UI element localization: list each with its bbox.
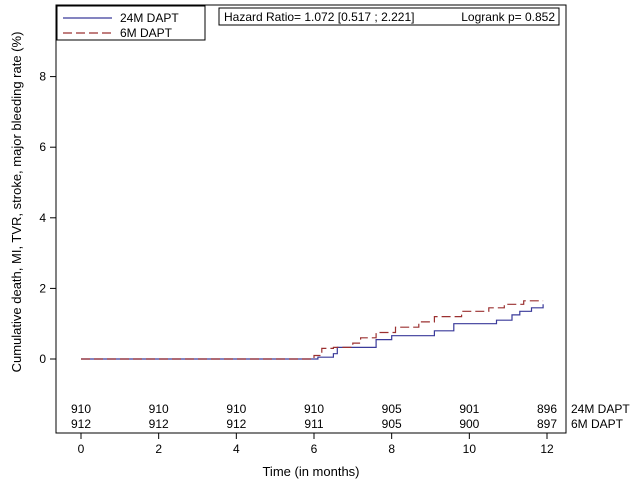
legend-label-6m-dapt: 6M DAPT: [120, 26, 173, 40]
series-layer: [81, 300, 544, 360]
risk-table-cell: 905: [382, 402, 402, 416]
x-axis-title: Time (in months): [262, 464, 359, 479]
risk-table-cell: 912: [226, 417, 246, 431]
risk-table-cell: 900: [459, 417, 479, 431]
logrank-text: Logrank p= 0.852: [461, 10, 555, 24]
legend-box: [56, 5, 206, 41]
y-tick-label: 6: [39, 140, 46, 154]
risk-table-cell: 897: [537, 417, 557, 431]
legend-label-24m-dapt: 24M DAPT: [120, 11, 179, 25]
x-tick-label: 6: [311, 442, 318, 456]
risk-table-row-label: 6M DAPT: [571, 417, 624, 431]
x-tick-label: 8: [388, 442, 395, 456]
y-axis: 0 2 4 6 8: [39, 70, 56, 366]
stats-box-frame: [218, 7, 560, 26]
risk-table-cell: 896: [537, 402, 557, 416]
x-tick-label: 10: [463, 442, 477, 456]
risk-table-cell: 910: [149, 402, 169, 416]
y-tick-label: 2: [39, 281, 46, 295]
risk-table-row-label: 24M DAPT: [571, 402, 630, 416]
risk-table-cell: 901: [459, 402, 479, 416]
risk-table: 910 910 910 910 905 901 896 24M DAPT 912 912 912 91…: [71, 402, 630, 431]
x-tick-label: 0: [78, 442, 85, 456]
x-tick-label: 4: [233, 442, 240, 456]
y-tick-label: 0: [39, 352, 46, 366]
risk-table-cell: 912: [71, 417, 91, 431]
x-tick-label: 2: [155, 442, 162, 456]
risk-table-cell: 905: [382, 417, 402, 431]
y-axis-title: Cumulative death, MI, TVR, stroke, major…: [9, 32, 24, 373]
risk-table-cell: 910: [304, 402, 324, 416]
risk-table-cell: 910: [226, 402, 246, 416]
legend: 24M DAPT 6M DAPT: [56, 5, 206, 41]
y-tick-label: 4: [39, 211, 46, 225]
x-axis: 0 2 4 6 8 10 12: [78, 433, 554, 456]
series-line-6m-dapt: [81, 300, 544, 360]
risk-table-cell: 911: [304, 417, 323, 431]
risk-table-cell: 912: [149, 417, 169, 431]
x-tick-label: 12: [540, 442, 554, 456]
plot-frame: [55, 4, 567, 434]
risk-table-cell: 910: [71, 402, 91, 416]
hazard-ratio-text: Hazard Ratio= 1.072 [0.517 ; 2.221]: [224, 10, 414, 24]
y-tick-label: 8: [39, 70, 46, 84]
series-line-24m-dapt: [81, 304, 544, 360]
stats-box: Hazard Ratio= 1.072 [0.517 ; 2.221] Logr…: [218, 7, 560, 26]
